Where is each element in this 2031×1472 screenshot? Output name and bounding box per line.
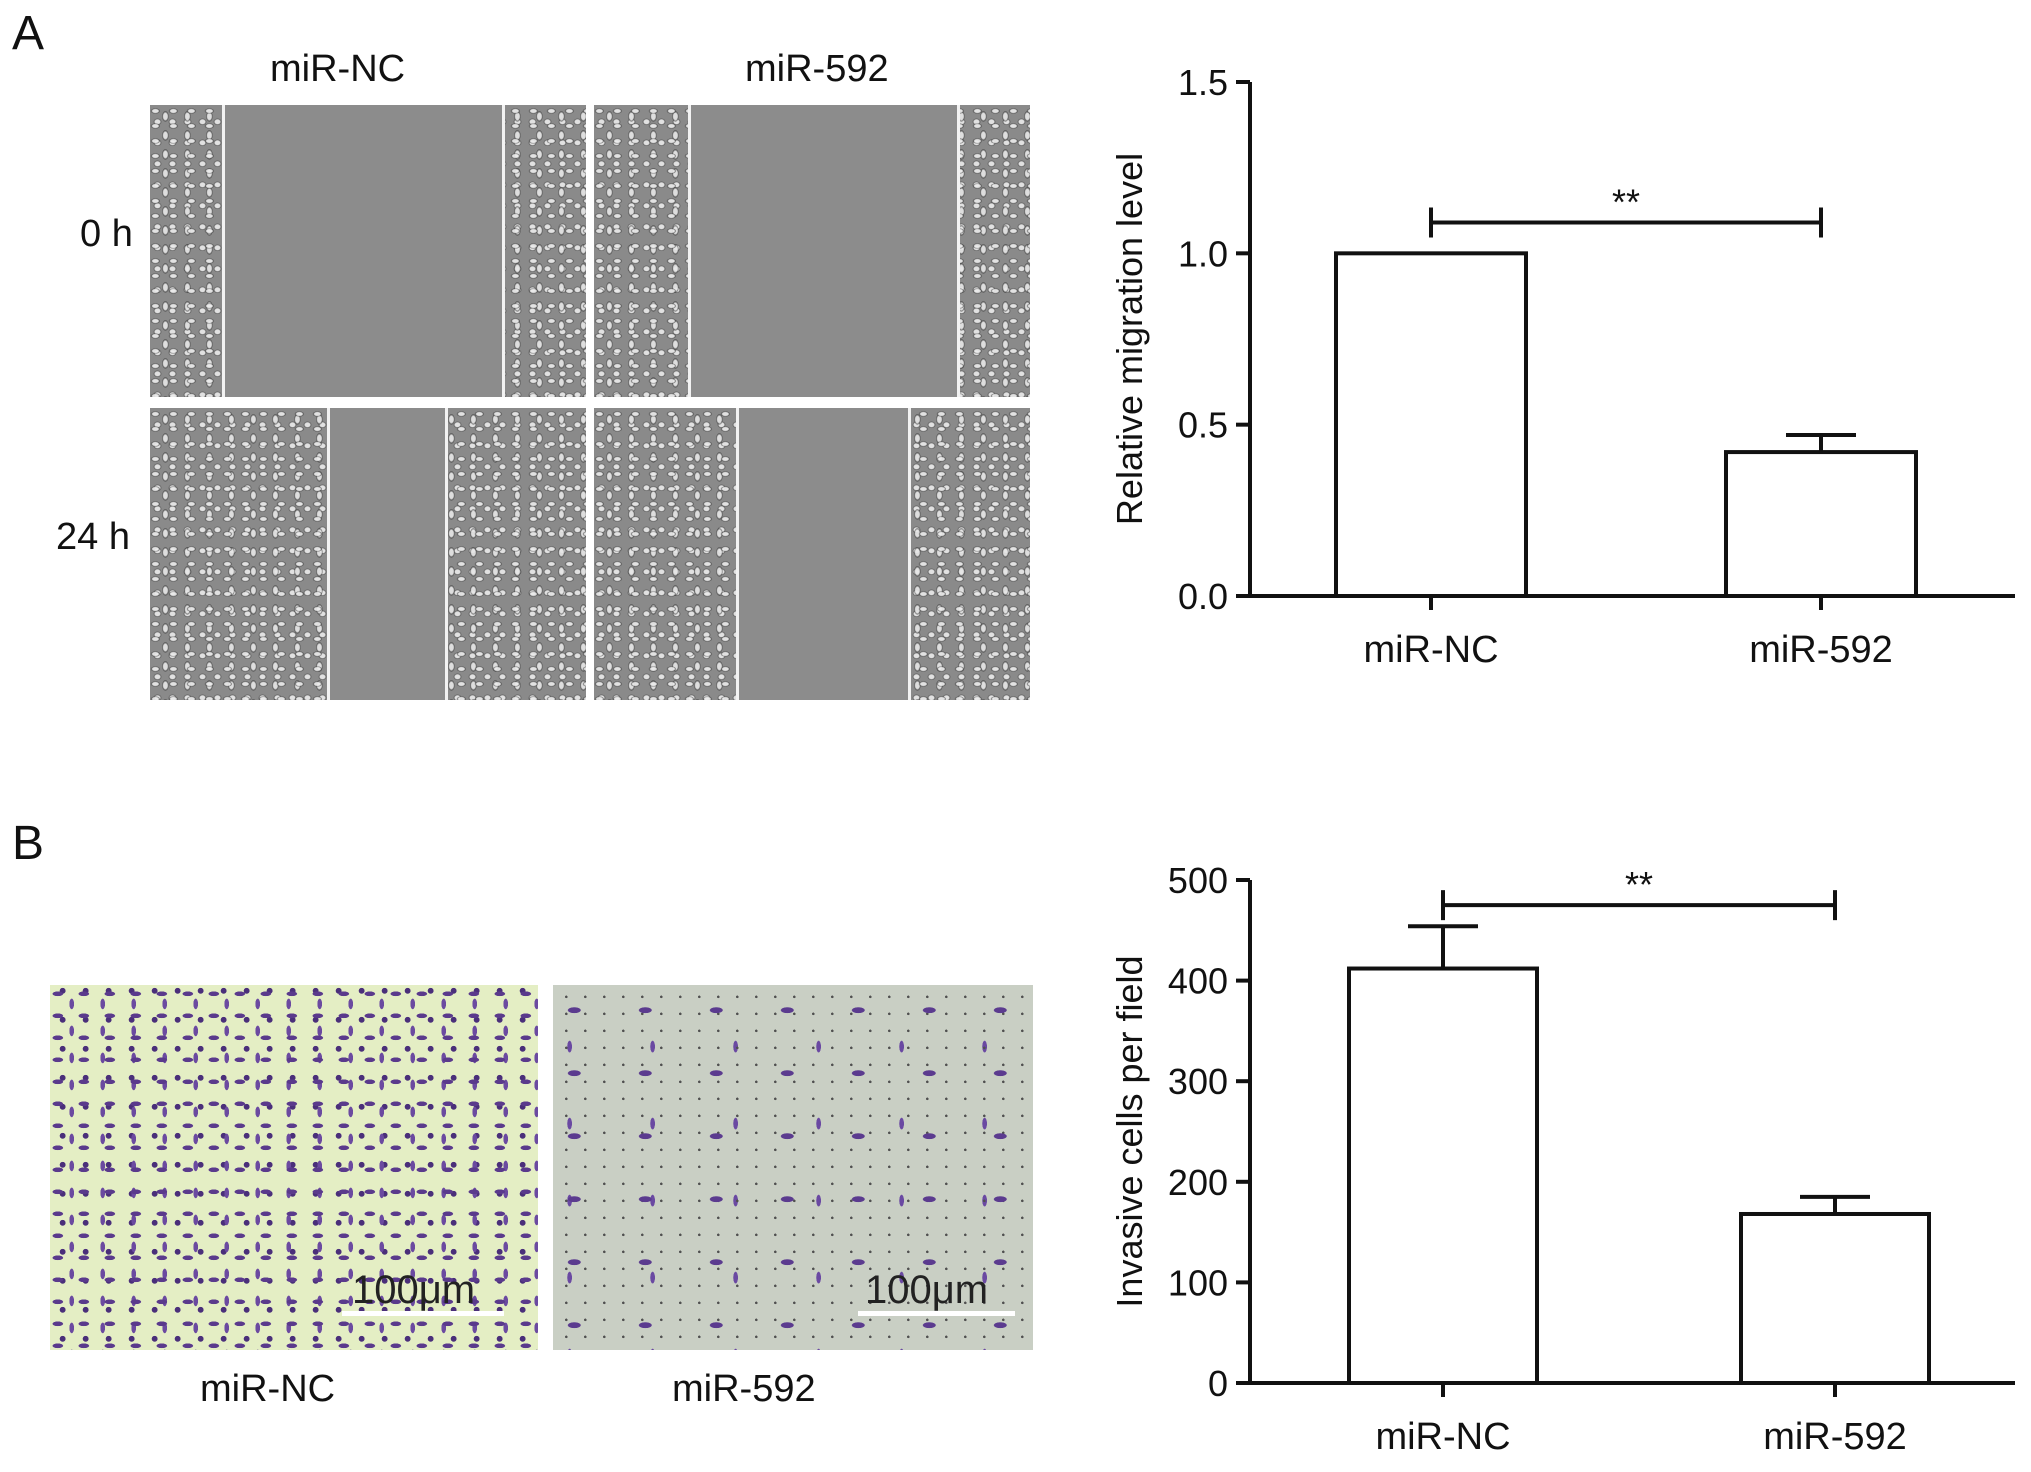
x-tick-label: miR-592 (1749, 629, 1893, 671)
significance-marker: ** (1625, 864, 1653, 905)
y-tick-label: 0.0 (1178, 576, 1228, 617)
bar-mir-nc (1347, 966, 1539, 1385)
y-tick-label: 100 (1168, 1262, 1228, 1303)
scale-bar-label-592: 100μm (865, 1268, 989, 1312)
bar-mir-nc (1334, 251, 1528, 598)
y-tick-label: 200 (1168, 1162, 1228, 1203)
image-label-mir-592: miR-592 (672, 1368, 816, 1410)
x-tick-label: miR-NC (1375, 1416, 1510, 1458)
y-tick-label: 1.0 (1178, 233, 1228, 274)
image-label-mir-nc: miR-NC (200, 1368, 336, 1410)
micrograph-592-0h (594, 105, 1030, 397)
panel-letter-a: A (12, 7, 45, 60)
y-tick-label: 500 (1168, 860, 1228, 901)
y-tick-label: 0.5 (1178, 405, 1228, 446)
row-label-24h: 24 h (56, 516, 130, 558)
panel-letter-b: B (12, 817, 45, 870)
column-label-mir-592: miR-592 (745, 48, 889, 90)
y-axis-label: Relative migration level (1109, 153, 1150, 525)
significance-marker: ** (1612, 181, 1640, 222)
migration-bar-chart: 0.0 0.5 1.0 1.5 Relative migration level miR-… (1109, 62, 2015, 671)
y-tick-label: 300 (1168, 1061, 1228, 1102)
micrograph-nc-24h (150, 408, 586, 700)
invasion-bar-chart: 0 100 200 300 400 500 Invasive cells per field… (1109, 860, 2015, 1458)
bar-mir-592 (1724, 450, 1918, 598)
bar-mir-592 (1739, 1211, 1931, 1385)
y-tick-label: 1.5 (1178, 62, 1228, 103)
y-tick-label: 400 (1168, 961, 1228, 1002)
micrograph-nc-0h (150, 105, 586, 397)
scale-bar-nc (342, 1311, 504, 1316)
y-tick-label: 0 (1208, 1363, 1228, 1404)
x-tick-label: miR-NC (1363, 629, 1498, 671)
row-label-0h: 0 h (80, 213, 133, 255)
scale-bar-label-nc: 100μm (352, 1268, 476, 1312)
x-tick-label: miR-592 (1763, 1416, 1907, 1458)
scale-bar-592 (858, 1311, 1015, 1316)
micrograph-592-24h (594, 408, 1030, 700)
column-label-mir-nc: miR-NC (270, 48, 406, 90)
transwell-micrograph-592: 100μm (553, 985, 1033, 1350)
y-axis-label: Invasive cells per field (1109, 955, 1150, 1307)
transwell-micrograph-nc: 100μm (50, 985, 538, 1350)
